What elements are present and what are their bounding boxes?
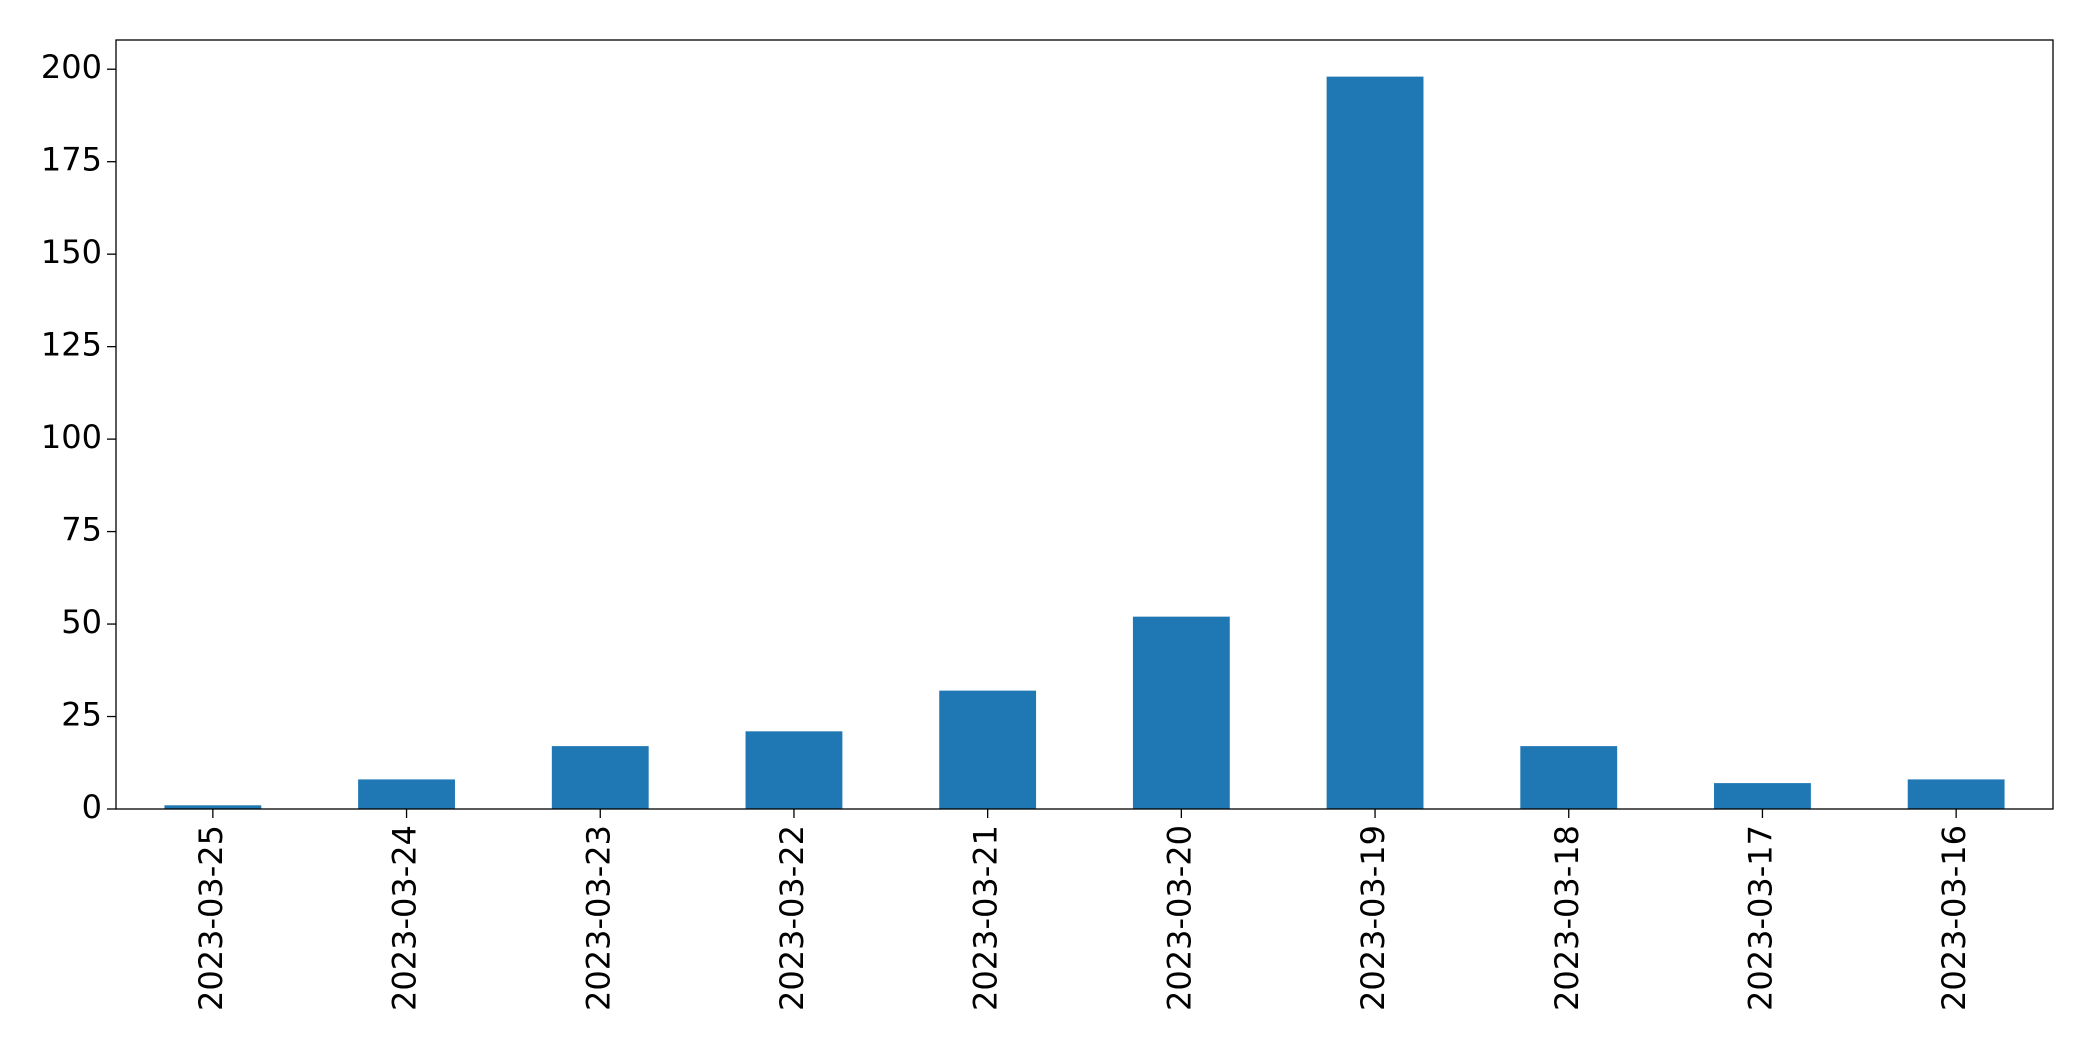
- y-tick-label: 25: [61, 696, 102, 734]
- x-tick-label: 2023-03-22: [773, 825, 811, 1011]
- y-tick-label: 100: [41, 418, 102, 456]
- x-tick-label: 2023-03-21: [967, 825, 1005, 1011]
- bar: [1326, 76, 1424, 810]
- x-tick-label: 2023-03-25: [192, 825, 230, 1011]
- y-tick-label: 150: [41, 233, 102, 271]
- x-tick-label: 2023-03-19: [1354, 825, 1392, 1011]
- x-tick-label: 2023-03-16: [1935, 825, 1973, 1011]
- bar: [1907, 779, 2005, 809]
- bar: [939, 690, 1037, 809]
- y-tick-label: 200: [41, 48, 102, 86]
- bar: [1714, 783, 1811, 809]
- plot-frame: [115, 39, 2054, 810]
- x-tick-label: 2023-03-20: [1160, 825, 1198, 1011]
- y-tick-label: 0: [82, 788, 102, 826]
- y-tick-label: 125: [41, 326, 102, 364]
- bar: [164, 805, 262, 809]
- y-tick-label: 75: [61, 511, 102, 549]
- x-tick-label: 2023-03-24: [386, 825, 424, 1011]
- bar: [358, 779, 455, 809]
- x-tick-label: 2023-03-17: [1741, 825, 1779, 1011]
- bar: [551, 746, 649, 809]
- y-tick-label: 175: [41, 141, 102, 179]
- y-tick-label: 50: [61, 603, 102, 641]
- bar: [745, 731, 843, 809]
- x-tick-label: 2023-03-23: [579, 825, 617, 1011]
- bar: [1520, 746, 1618, 809]
- bar: [1132, 616, 1230, 809]
- x-tick-label: 2023-03-18: [1548, 825, 1586, 1011]
